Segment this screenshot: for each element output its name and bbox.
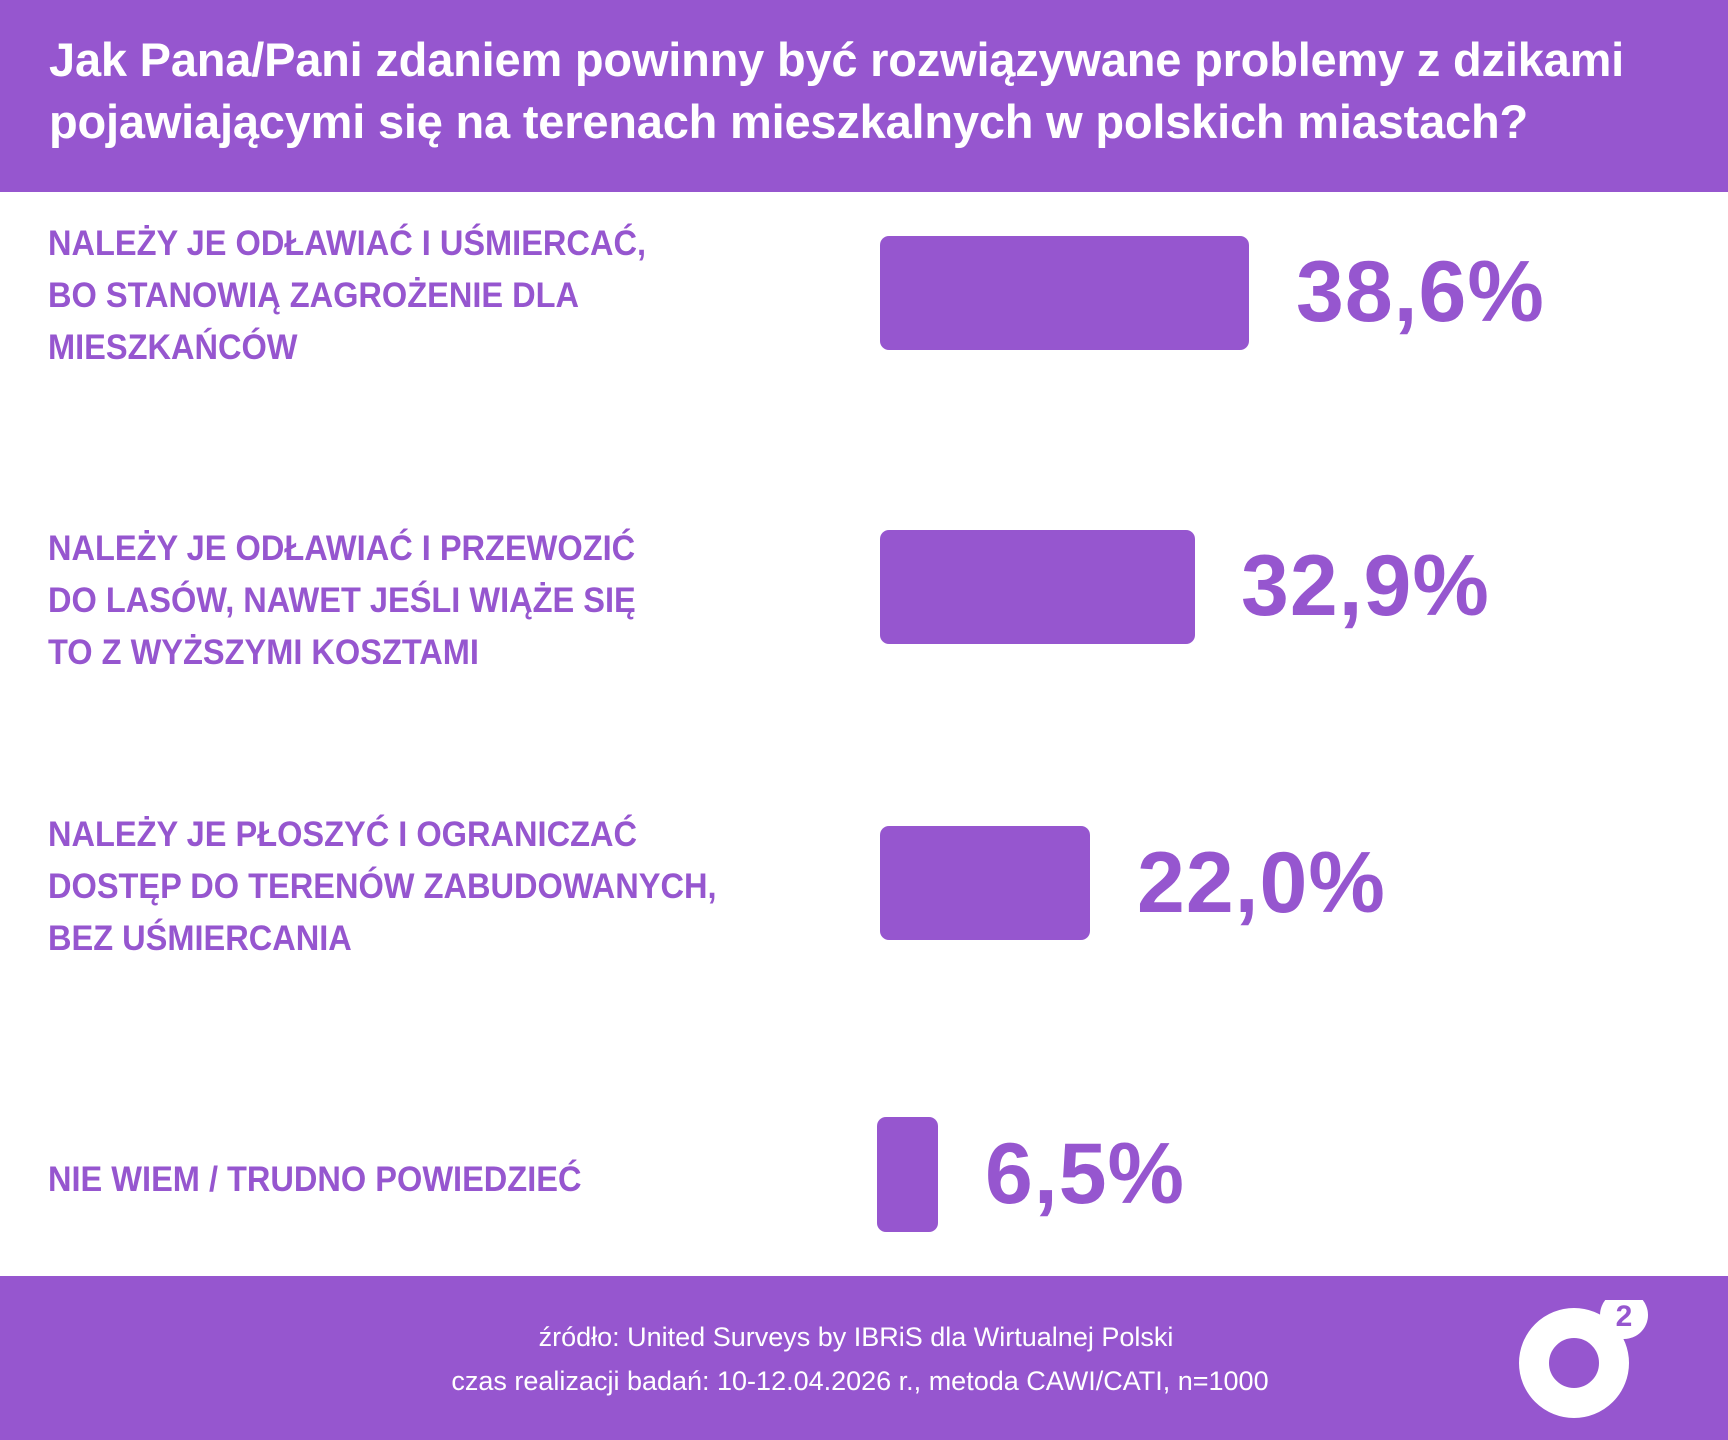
answer-label-2: NALEŻY JE ODŁAWIAĆ I PRZEWOZIĆ DO LASÓW,… <box>48 523 636 679</box>
logo-superscript: 2 <box>1616 1300 1633 1333</box>
answer-label-3: NALEŻY JE PŁOSZYĆ I OGRANICZAĆ DOSTĘP DO… <box>48 809 717 965</box>
methodology-note: czas realizacji badań: 10-12.04.2026 r.,… <box>451 1366 1269 1396</box>
source-note: źródło: United Surveys by IBRiS dla Wirt… <box>538 1322 1174 1352</box>
answer-label-line: TO Z WYŻSZYMI KOSZTAMI <box>48 633 479 672</box>
answer-label-line: DO LASÓW, NAWET JEŚLI WIĄŻE SIĘ <box>48 581 636 620</box>
answer-label-line: DOSTĘP DO TERENÓW ZABUDOWANYCH, <box>48 867 717 906</box>
answer-label-line: BO STANOWIĄ ZAGROŻENIE DLA <box>48 276 580 315</box>
chart-title-line-1: Jak Pana/Pani zdaniem powinny być rozwią… <box>49 33 1625 86</box>
bar-answer-1 <box>880 236 1249 350</box>
bar-answer-4 <box>877 1117 938 1232</box>
bar-answer-2 <box>880 530 1195 644</box>
answer-label-line: NALEŻY JE PŁOSZYĆ I OGRANICZAĆ <box>48 815 637 854</box>
value-label-1: 38,6% <box>1296 244 1545 340</box>
footer-banner: źródło: United Surveys by IBRiS dla Wirt… <box>0 1276 1728 1440</box>
chart-title: Jak Pana/Pani zdaniem powinny być rozwią… <box>49 29 1728 153</box>
answer-label-1: NALEŻY JE ODŁAWIAĆ I UŚMIERCAĆ, BO STANO… <box>48 218 646 374</box>
value-label-4: 6,5% <box>985 1126 1186 1222</box>
header-banner: Jak Pana/Pani zdaniem powinny być rozwią… <box>0 0 1728 192</box>
o2-logo-icon: 2 <box>1519 1300 1648 1418</box>
answer-label-line: BEZ UŚMIERCANIA <box>48 919 352 958</box>
value-label-3: 22,0% <box>1137 835 1386 931</box>
bar-answer-3 <box>880 826 1090 940</box>
value-label-2: 32,9% <box>1241 538 1490 634</box>
answer-label-4: NIE WIEM / TRUDNO POWIEDZIEĆ <box>48 1154 581 1206</box>
chart-title-line-2: pojawiającymi się na terenach mieszkalny… <box>49 95 1528 148</box>
answer-label-line: MIESZKAŃCÓW <box>48 328 298 367</box>
answer-label-line: NALEŻY JE ODŁAWIAĆ I UŚMIERCAĆ, <box>48 224 647 263</box>
answer-label-line: NALEŻY JE ODŁAWIAĆ I PRZEWOZIĆ <box>48 529 636 568</box>
answer-label-line: NIE WIEM / TRUDNO POWIEDZIEĆ <box>48 1160 582 1199</box>
